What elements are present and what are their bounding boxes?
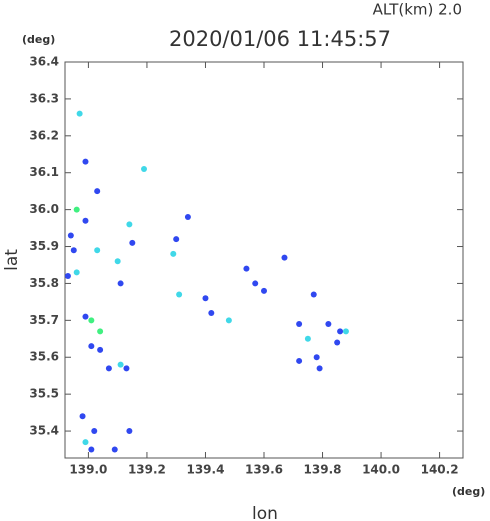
y-axis-label: lat <box>2 249 22 271</box>
y-tick-label: 36.2 <box>29 128 59 142</box>
x-tick-label: 139.4 <box>186 463 224 477</box>
echo-point <box>173 236 180 243</box>
echo-point <box>123 365 130 372</box>
echo-point <box>170 250 177 257</box>
echo-point <box>141 166 148 173</box>
y-tick-label: 36.4 <box>29 55 59 69</box>
echo-point <box>117 361 124 368</box>
x-tick-label: 139.8 <box>304 463 342 477</box>
echo-point <box>70 247 77 254</box>
echo-point <box>73 269 80 276</box>
altitude-label: ALT(km) 2.0 <box>373 1 462 19</box>
x-axis-label: lon <box>252 504 278 521</box>
x-tick-label: 139.6 <box>245 463 283 477</box>
echo-point <box>252 280 259 287</box>
echo-point <box>261 287 267 294</box>
echo-point <box>82 158 89 165</box>
echo-point <box>97 346 104 353</box>
y-tick-label: 35.7 <box>29 313 59 327</box>
y-tick-label: 35.9 <box>29 239 59 253</box>
echo-point <box>129 239 136 246</box>
x-tick-label: 140.0 <box>362 463 400 477</box>
echo-point <box>117 280 124 287</box>
plot-frame <box>64 61 464 459</box>
x-unit: (deg) <box>452 485 485 498</box>
y-tick-label: 36.3 <box>29 91 59 105</box>
echo-point <box>334 339 341 346</box>
echo-point <box>64 273 71 280</box>
y-tick-label: 35.5 <box>29 387 59 401</box>
echo-point <box>243 265 250 272</box>
echo-point <box>202 295 209 302</box>
echo-point <box>82 217 89 224</box>
y-tick-label: 36.1 <box>29 165 59 179</box>
x-tick-label: 140.2 <box>421 463 459 477</box>
echo-point <box>304 335 311 342</box>
echo-point <box>126 428 133 435</box>
echo-point <box>79 413 86 420</box>
echo-point <box>114 258 121 265</box>
echo-point <box>111 446 118 453</box>
echo-point <box>342 328 349 335</box>
echo-point <box>126 221 133 228</box>
echo-point <box>91 428 98 435</box>
x-tick-label: 139.2 <box>128 463 166 477</box>
echo-point <box>82 439 89 446</box>
echo-point <box>281 254 288 261</box>
echo-point <box>337 328 344 335</box>
echo-point <box>316 365 323 372</box>
echo-point <box>94 247 101 254</box>
echo-point <box>296 321 303 328</box>
echo-point <box>105 365 112 372</box>
echo-point <box>94 188 101 195</box>
y-unit: (deg) <box>22 33 55 46</box>
echo-point <box>88 317 95 324</box>
echo-point <box>184 214 191 221</box>
y-tick-label: 36.0 <box>29 202 59 216</box>
echo-point <box>296 357 303 364</box>
echo-point <box>82 313 89 320</box>
echo-point <box>325 321 332 328</box>
echo-point <box>176 291 183 298</box>
echo-point <box>88 343 95 350</box>
echo-point <box>73 206 80 213</box>
echo-point <box>208 309 215 316</box>
echo-point <box>225 317 232 324</box>
chart-title: 2020/01/06 11:45:57 <box>169 27 391 51</box>
echo-point <box>67 232 74 239</box>
echo-point <box>310 291 317 298</box>
y-tick-label: 35.8 <box>29 276 59 290</box>
echo-point <box>97 328 104 335</box>
echo-point <box>76 110 83 117</box>
echo-point <box>88 446 95 453</box>
y-tick-label: 35.4 <box>29 424 59 438</box>
echo-point <box>313 354 320 361</box>
x-tick-label: 139.0 <box>69 463 107 477</box>
y-tick-label: 35.6 <box>29 350 59 364</box>
